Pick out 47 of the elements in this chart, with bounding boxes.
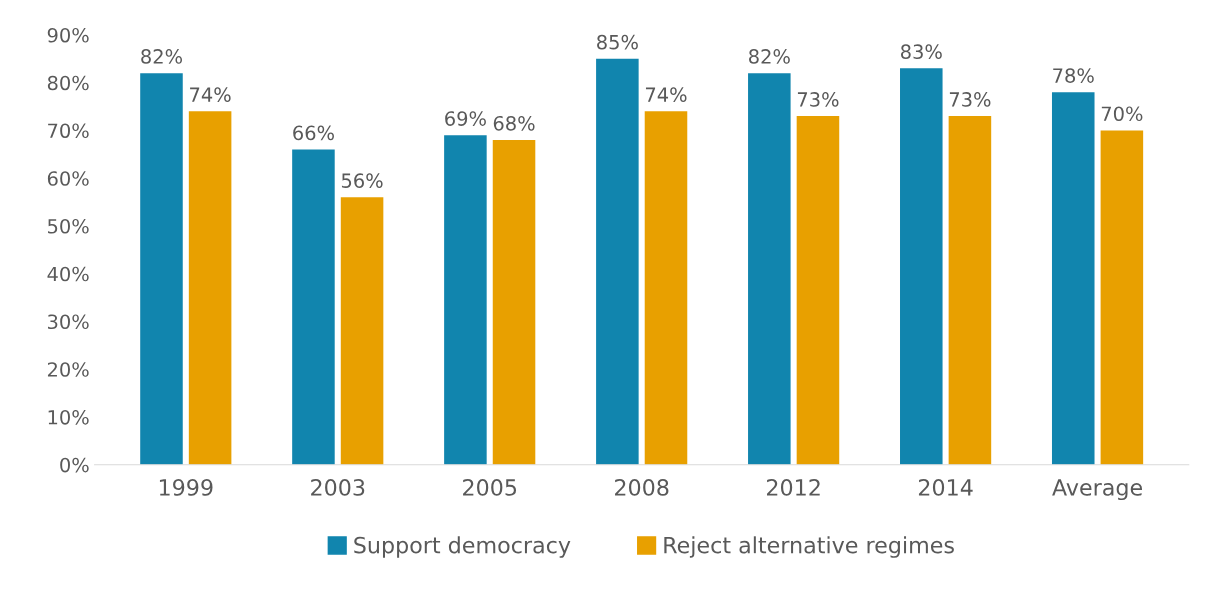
bar — [292, 149, 335, 465]
data-label: 82% — [749, 49, 790, 64]
x-tick-label: 2012 — [766, 479, 820, 496]
data-label: 82% — [141, 49, 183, 64]
bar — [140, 73, 183, 465]
y-tick-label: 50% — [48, 218, 89, 234]
bar — [340, 197, 384, 465]
legend-label: Support democracy — [354, 536, 571, 558]
y-tick-label: 80% — [47, 75, 89, 91]
bar — [948, 116, 992, 465]
bar — [596, 58, 639, 465]
x-tick-label: Average — [1052, 479, 1142, 501]
data-label: 68% — [493, 115, 535, 131]
bar — [1051, 92, 1095, 465]
x-tick-label: 1999 — [159, 479, 213, 496]
y-tick-label: 60% — [47, 171, 89, 186]
data-label: 74% — [645, 87, 687, 103]
y-tick-label: 40% — [47, 266, 89, 282]
y-tick-label: 0% — [60, 457, 89, 473]
bar — [188, 111, 232, 465]
x-tick-label: 2008 — [615, 479, 669, 496]
bar — [748, 73, 791, 465]
y-tick-label: 90% — [47, 27, 89, 43]
data-label: 70% — [1101, 106, 1143, 122]
data-label: 78% — [1053, 68, 1094, 83]
x-tick-label: 2003 — [311, 479, 365, 496]
bar — [1100, 130, 1144, 465]
y-tick-label: 10% — [48, 409, 89, 425]
bar — [492, 139, 536, 465]
x-tick-label: 2014 — [918, 479, 973, 496]
legend-label: Reject alternative regimes — [664, 536, 954, 558]
y-tick-label: 70% — [48, 123, 89, 139]
data-label: 73% — [797, 92, 839, 107]
y-tick-label: 30% — [48, 314, 89, 330]
x-tick-label: 2005 — [463, 479, 517, 496]
data-label: 85% — [597, 34, 638, 50]
data-label: 66% — [293, 125, 334, 141]
data-label: 69% — [445, 111, 486, 126]
bar — [796, 116, 840, 465]
data-label: 83% — [901, 44, 942, 60]
bar — [444, 135, 487, 465]
bar — [644, 111, 688, 465]
y-tick-label: 20% — [47, 362, 89, 377]
data-label: 73% — [949, 92, 991, 107]
data-label: 74% — [190, 87, 231, 103]
bar — [900, 68, 943, 465]
data-label: 56% — [341, 173, 383, 188]
